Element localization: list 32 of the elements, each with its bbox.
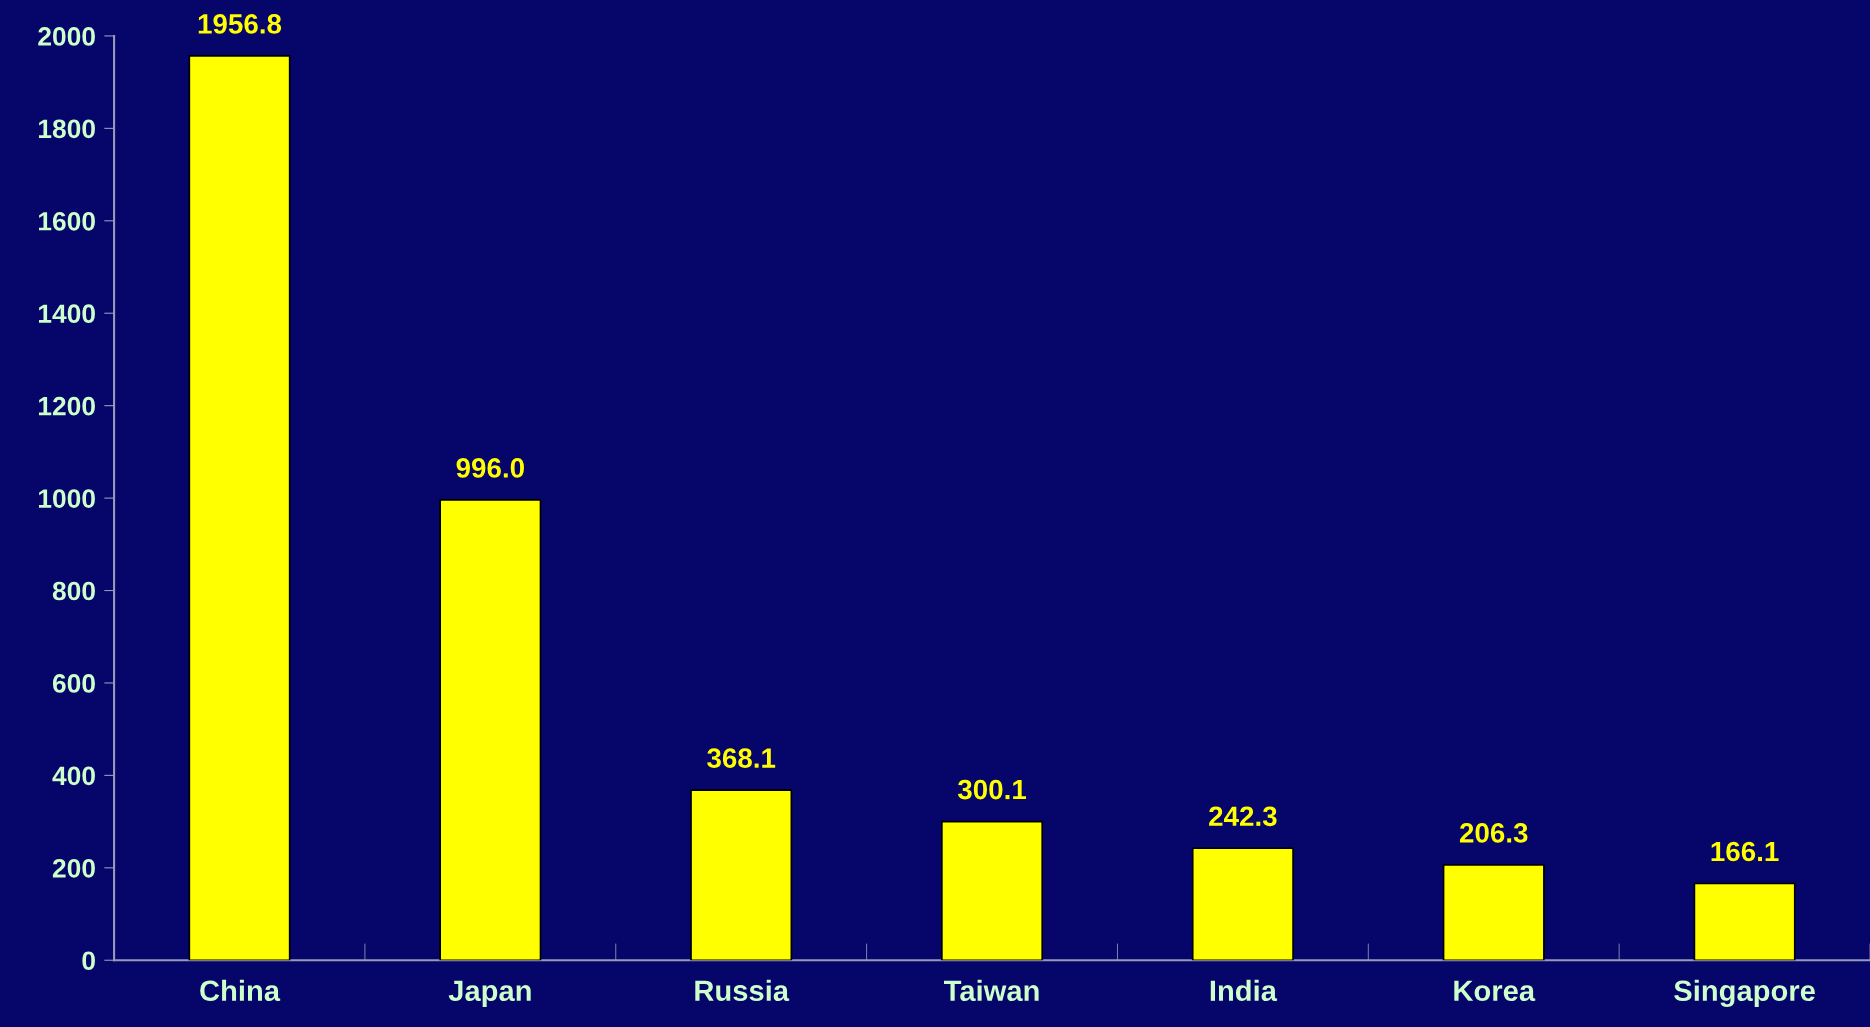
x-tick-label: Japan bbox=[448, 980, 531, 1007]
y-tick-label: 1800 bbox=[38, 119, 95, 139]
x-tick-label: Singapore bbox=[1674, 979, 1815, 1008]
data-label: 242.3 bbox=[1209, 806, 1277, 827]
y-tick-label: 200 bbox=[52, 858, 95, 878]
bar bbox=[941, 820, 1044, 961]
bar bbox=[439, 499, 542, 961]
bar bbox=[1191, 847, 1294, 961]
bar bbox=[188, 55, 291, 961]
x-tick-label: Russia bbox=[695, 979, 790, 1002]
bar bbox=[690, 789, 793, 961]
x-tick-label: China bbox=[200, 979, 281, 1002]
data-label: 206.3 bbox=[1459, 823, 1528, 843]
y-tick-label: 1200 bbox=[38, 396, 95, 416]
y-tick-label: 1000 bbox=[38, 489, 95, 508]
y-tick-label: 400 bbox=[52, 766, 95, 786]
data-label: 166.1 bbox=[1711, 841, 1779, 862]
y-tick-label: 2000 bbox=[38, 27, 95, 46]
y-tick-label: 1600 bbox=[38, 211, 95, 231]
x-tick-label: Korea bbox=[1454, 980, 1536, 1002]
bar bbox=[1442, 864, 1545, 961]
data-label: 996.0 bbox=[456, 458, 524, 478]
y-tick-label: 600 bbox=[52, 674, 95, 693]
bar bbox=[1693, 882, 1796, 961]
y-tick-label: 0 bbox=[82, 951, 95, 971]
y-tick-label: 1400 bbox=[38, 304, 95, 324]
x-tick-label: Taiwan bbox=[944, 979, 1039, 1002]
data-label: 300.1 bbox=[957, 779, 1027, 800]
data-label: 368.1 bbox=[707, 748, 776, 769]
data-label: 1956.8 bbox=[198, 14, 282, 34]
y-tick-label: 800 bbox=[52, 581, 95, 601]
x-tick-label: India bbox=[1210, 979, 1278, 1002]
